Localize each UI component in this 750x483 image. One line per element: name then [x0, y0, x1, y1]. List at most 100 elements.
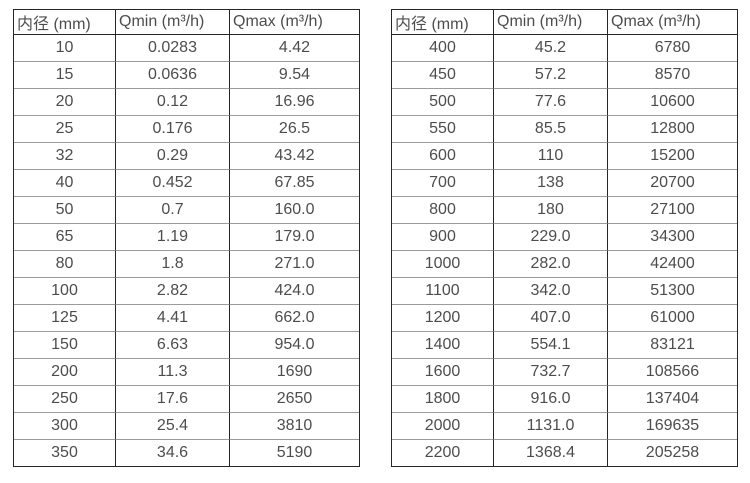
- table-row: 150 6.63 954.0: [14, 332, 359, 359]
- table-cell: 65: [14, 224, 116, 251]
- table-cell: 110: [494, 143, 608, 170]
- table-cell: 2200: [392, 440, 494, 466]
- table-cell: 0.176: [116, 116, 230, 143]
- table-cell: 160.0: [230, 197, 359, 224]
- table-cell: 137404: [608, 386, 737, 413]
- table-row: 25 0.176 26.5: [14, 116, 359, 143]
- column-header-qmin: Qmin (m³/h): [494, 10, 608, 35]
- table-cell: 11.3: [116, 359, 230, 386]
- table-row: 100 2.82 424.0: [14, 278, 359, 305]
- table-cell: 61000: [608, 305, 737, 332]
- table-cell: 0.452: [116, 170, 230, 197]
- table-cell: 1200: [392, 305, 494, 332]
- table-cell: 6780: [608, 35, 737, 62]
- table-row: 300 25.4 3810: [14, 413, 359, 440]
- table-row: 1600 732.7 108566: [392, 359, 737, 386]
- table-row: 800 180 27100: [392, 197, 737, 224]
- table-cell: 916.0: [494, 386, 608, 413]
- table-cell: 32: [14, 143, 116, 170]
- table-cell: 16.96: [230, 89, 359, 116]
- table-cell: 138: [494, 170, 608, 197]
- column-header-qmin: Qmin (m³/h): [116, 10, 230, 35]
- table-cell: 1400: [392, 332, 494, 359]
- table-row: 250 17.6 2650: [14, 386, 359, 413]
- column-header-qmax: Qmax (m³/h): [230, 10, 359, 35]
- column-header-qmax: Qmax (m³/h): [608, 10, 737, 35]
- table-cell: 1368.4: [494, 440, 608, 466]
- table-cell: 1000: [392, 251, 494, 278]
- table-cell: 108566: [608, 359, 737, 386]
- table-cell: 20: [14, 89, 116, 116]
- table-cell: 50: [14, 197, 116, 224]
- table-cell: 179.0: [230, 224, 359, 251]
- table-body: 400 45.2 6780 450 57.2 8570 500 77.6 10600 550 85.…: [392, 35, 737, 466]
- table-cell: 150: [14, 332, 116, 359]
- column-header-inner-diameter: 内径 (mm): [14, 10, 116, 35]
- table-cell: 57.2: [494, 62, 608, 89]
- table-row: 15 0.0636 9.54: [14, 62, 359, 89]
- table-cell: 6.63: [116, 332, 230, 359]
- table-cell: 0.0283: [116, 35, 230, 62]
- table-cell: 3810: [230, 413, 359, 440]
- table-row: 600 110 15200: [392, 143, 737, 170]
- table-cell: 550: [392, 116, 494, 143]
- table-cell: 34.6: [116, 440, 230, 466]
- table-cell: 2650: [230, 386, 359, 413]
- table-row: 500 77.6 10600: [392, 89, 737, 116]
- table-header-row: 内径 (mm) Qmin (m³/h) Qmax (m³/h): [14, 10, 359, 35]
- table-cell: 1.19: [116, 224, 230, 251]
- table-cell: 180: [494, 197, 608, 224]
- table-row: 550 85.5 12800: [392, 116, 737, 143]
- table-row: 450 57.2 8570: [392, 62, 737, 89]
- table-cell: 1600: [392, 359, 494, 386]
- table-cell: 42400: [608, 251, 737, 278]
- table-cell: 954.0: [230, 332, 359, 359]
- table-cell: 15: [14, 62, 116, 89]
- flow-spec-table-small-diameters: 内径 (mm) Qmin (m³/h) Qmax (m³/h) 10 0.0283…: [13, 9, 360, 467]
- table-cell: 34300: [608, 224, 737, 251]
- table-row: 1000 282.0 42400: [392, 251, 737, 278]
- table-row: 125 4.41 662.0: [14, 305, 359, 332]
- table-cell: 83121: [608, 332, 737, 359]
- table-cell: 400: [392, 35, 494, 62]
- table-cell: 26.5: [230, 116, 359, 143]
- table-cell: 8570: [608, 62, 737, 89]
- table-cell: 407.0: [494, 305, 608, 332]
- table-cell: 554.1: [494, 332, 608, 359]
- table-cell: 350: [14, 440, 116, 466]
- table-cell: 0.7: [116, 197, 230, 224]
- table-row: 2000 1131.0 169635: [392, 413, 737, 440]
- table-cell: 10: [14, 35, 116, 62]
- table-body: 10 0.0283 4.42 15 0.0636 9.54 20 0.12 16.96 25 0.1…: [14, 35, 359, 466]
- table-cell: 2.82: [116, 278, 230, 305]
- column-header-inner-diameter: 内径 (mm): [392, 10, 494, 35]
- table-cell: 300: [14, 413, 116, 440]
- table-cell: 125: [14, 305, 116, 332]
- table-cell: 80: [14, 251, 116, 278]
- table-cell: 1.8: [116, 251, 230, 278]
- table-row: 65 1.19 179.0: [14, 224, 359, 251]
- table-cell: 732.7: [494, 359, 608, 386]
- table-row: 2200 1368.4 205258: [392, 440, 737, 466]
- table-cell: 500: [392, 89, 494, 116]
- table-cell: 9.54: [230, 62, 359, 89]
- table-cell: 229.0: [494, 224, 608, 251]
- table-cell: 15200: [608, 143, 737, 170]
- table-cell: 100: [14, 278, 116, 305]
- table-cell: 1690: [230, 359, 359, 386]
- table-row: 200 11.3 1690: [14, 359, 359, 386]
- table-cell: 12800: [608, 116, 737, 143]
- table-cell: 1800: [392, 386, 494, 413]
- table-cell: 662.0: [230, 305, 359, 332]
- table-cell: 51300: [608, 278, 737, 305]
- table-cell: 1100: [392, 278, 494, 305]
- table-cell: 800: [392, 197, 494, 224]
- table-cell: 5190: [276, 444, 313, 461]
- table-row: 32 0.29 43.42: [14, 143, 359, 170]
- table-cell: 0.12: [116, 89, 230, 116]
- table-cell: 2000: [392, 413, 494, 440]
- table-row: 1100 342.0 51300: [392, 278, 737, 305]
- table-cell: 169635: [608, 413, 737, 440]
- table-cell: 85.5: [494, 116, 608, 143]
